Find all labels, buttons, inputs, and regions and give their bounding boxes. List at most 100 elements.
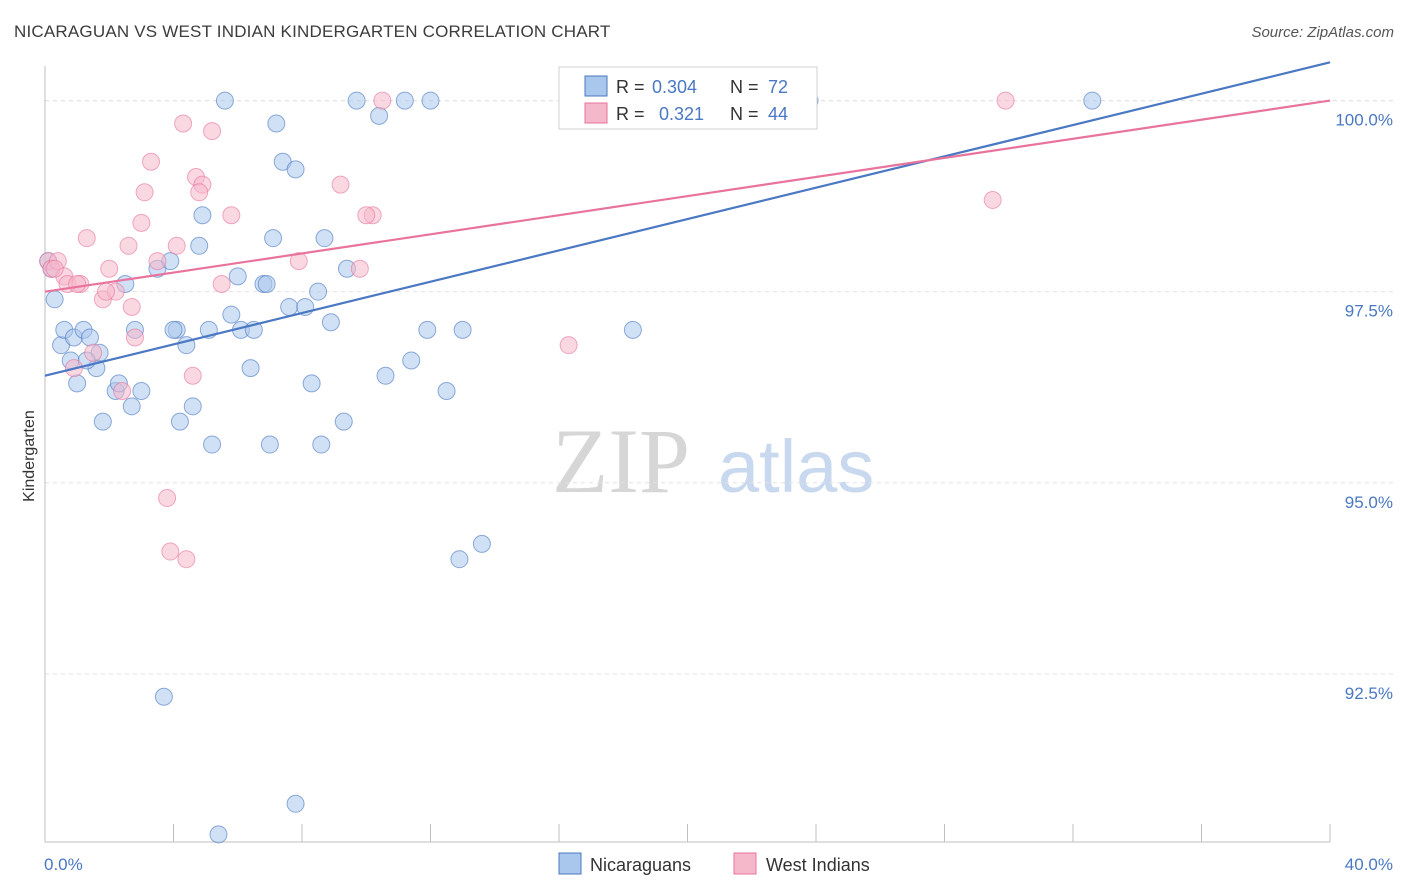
- point-nicaraguans: [418, 320, 437, 339]
- point-west-indians: [100, 259, 119, 278]
- point-west-indians: [331, 175, 350, 194]
- legend-bottom-swatch-nicaraguans: [558, 852, 582, 875]
- point-nicaraguans: [264, 229, 283, 248]
- point-nicaraguans: [309, 282, 328, 301]
- legend-swatch-west-indians: [584, 102, 608, 124]
- point-nicaraguans: [215, 91, 234, 110]
- point-west-indians: [119, 236, 138, 255]
- point-nicaraguans: [421, 91, 440, 110]
- point-west-indians: [68, 275, 87, 294]
- point-west-indians: [357, 206, 376, 225]
- y-axis-label: Kindergarten: [21, 410, 38, 502]
- point-west-indians: [161, 542, 180, 561]
- point-west-indians: [148, 252, 167, 271]
- data-points: [39, 91, 1102, 844]
- point-west-indians: [174, 114, 193, 133]
- point-west-indians: [190, 183, 209, 202]
- point-west-indians: [559, 336, 578, 355]
- watermark-atlas: atlas: [718, 425, 874, 508]
- point-nicaraguans: [209, 825, 228, 844]
- point-west-indians: [142, 152, 161, 171]
- point-nicaraguans: [450, 550, 469, 569]
- point-nicaraguans: [183, 397, 202, 416]
- point-nicaraguans: [370, 106, 389, 125]
- chart-title: NICARAGUAN VS WEST INDIAN KINDERGARTEN C…: [14, 22, 611, 41]
- point-nicaraguans: [1083, 91, 1102, 110]
- point-nicaraguans: [395, 91, 414, 110]
- point-nicaraguans: [241, 359, 260, 378]
- point-nicaraguans: [203, 435, 222, 454]
- point-nicaraguans: [334, 412, 353, 431]
- point-nicaraguans: [437, 382, 456, 401]
- point-nicaraguans: [286, 794, 305, 813]
- point-west-indians: [983, 190, 1002, 209]
- tick-labels: 92.5% 95.0% 97.5% 100.0% 0.0% 40.0%: [44, 111, 1393, 874]
- point-nicaraguans: [315, 229, 334, 248]
- y-tick-label: 92.5%: [1345, 684, 1393, 703]
- point-west-indians: [97, 282, 116, 301]
- point-west-indians: [77, 229, 96, 248]
- legend-bottom: Nicaraguans West Indians: [558, 852, 870, 875]
- point-nicaraguans: [228, 267, 247, 286]
- point-nicaraguans: [222, 305, 241, 324]
- legend-n-value-2: 44: [768, 104, 788, 124]
- legend-n-label-1: N =: [730, 77, 759, 97]
- point-nicaraguans: [132, 382, 151, 401]
- legend-bottom-label-nicaraguans: Nicaraguans: [590, 855, 691, 875]
- point-nicaraguans: [453, 320, 472, 339]
- point-west-indians: [212, 275, 231, 294]
- point-nicaraguans: [68, 374, 87, 393]
- legend-r-label-1: R =: [616, 77, 645, 97]
- point-nicaraguans: [170, 412, 189, 431]
- point-west-indians: [350, 259, 369, 278]
- point-west-indians: [135, 183, 154, 202]
- trendline-west-indians: [44, 99, 1331, 293]
- point-west-indians: [113, 382, 132, 401]
- point-nicaraguans: [164, 320, 183, 339]
- point-nicaraguans: [623, 320, 642, 339]
- legend-top: R = 0.304 N = 72 R = 0.321 N = 44: [558, 66, 818, 130]
- point-west-indians: [177, 550, 196, 569]
- point-west-indians: [222, 206, 241, 225]
- trendline-nicaraguans: [44, 61, 1331, 377]
- point-west-indians: [167, 236, 186, 255]
- point-west-indians: [158, 489, 177, 508]
- y-tick-label: 97.5%: [1345, 302, 1393, 321]
- point-west-indians: [203, 122, 222, 141]
- point-west-indians: [996, 91, 1015, 110]
- point-nicaraguans: [122, 397, 141, 416]
- point-nicaraguans: [193, 206, 212, 225]
- point-nicaraguans: [280, 297, 299, 316]
- point-nicaraguans: [321, 313, 340, 332]
- point-west-indians: [183, 366, 202, 385]
- y-tick-label: 100.0%: [1335, 111, 1393, 130]
- point-west-indians: [125, 328, 144, 347]
- watermark-zip: ZIP: [552, 410, 690, 512]
- legend-bottom-label-west-indians: West Indians: [766, 855, 870, 875]
- legend-r-value-1: 0.304: [652, 77, 697, 97]
- point-west-indians: [45, 259, 64, 278]
- grid-lines: [45, 100, 1395, 675]
- point-west-indians: [132, 213, 151, 232]
- legend-swatch-nicaraguans: [584, 75, 608, 97]
- point-nicaraguans: [45, 290, 64, 309]
- point-nicaraguans: [154, 687, 173, 706]
- point-nicaraguans: [257, 275, 276, 294]
- x-tick-label: 0.0%: [44, 855, 83, 874]
- point-west-indians: [373, 91, 392, 110]
- x-tick-label: 40.0%: [1345, 855, 1393, 874]
- point-nicaraguans: [376, 366, 395, 385]
- legend-r-value-2: 0.321: [659, 104, 704, 124]
- point-nicaraguans: [190, 236, 209, 255]
- y-tick-label: 95.0%: [1345, 493, 1393, 512]
- point-nicaraguans: [312, 435, 331, 454]
- point-nicaraguans: [472, 534, 491, 553]
- trend-lines: [44, 61, 1331, 377]
- point-west-indians: [84, 343, 103, 362]
- point-nicaraguans: [93, 412, 112, 431]
- source-label: Source: ZipAtlas.com: [1251, 24, 1394, 41]
- axes: [44, 66, 1331, 843]
- point-nicaraguans: [286, 160, 305, 179]
- legend-bottom-swatch-west-indians: [733, 852, 757, 875]
